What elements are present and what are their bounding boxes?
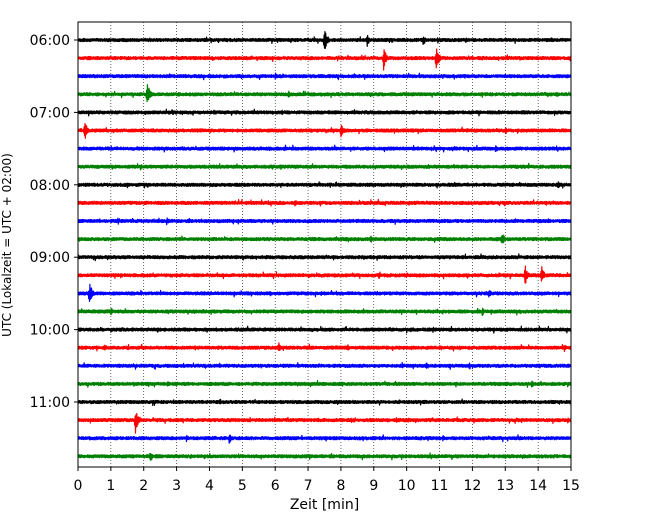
x-axis-label: Zeit [min]	[290, 497, 359, 513]
x-tick-label: 1	[106, 478, 115, 494]
x-tick-label: 15	[562, 478, 580, 494]
seismogram-trace	[77, 217, 572, 226]
x-tick-label: 14	[529, 478, 547, 494]
x-tick-label: 9	[369, 478, 378, 494]
x-tick-label: 0	[74, 478, 83, 494]
seismogram-trace	[77, 123, 572, 139]
y-tick-label: 07:00	[30, 105, 70, 121]
plot-frame	[77, 21, 572, 468]
seismogram-trace	[77, 162, 572, 171]
x-tick-label: 6	[271, 478, 280, 494]
seismogram-trace	[77, 412, 572, 434]
seismogram-trace	[77, 144, 572, 153]
seismogram-trace	[77, 342, 572, 353]
seismogram-trace	[77, 283, 572, 303]
x-tick-label: 7	[304, 478, 313, 494]
y-tick-label: 08:00	[30, 178, 70, 194]
x-tick-label: 3	[172, 478, 181, 494]
y-axis-label: UTC (Lokalzeit = UTC + 02:00)	[0, 153, 14, 337]
y-tick-label: 11:00	[30, 395, 70, 411]
y-tick-label: 06:00	[30, 33, 70, 49]
seismogram-trace	[77, 31, 572, 50]
trace-group	[77, 31, 572, 461]
seismogram-trace	[77, 234, 572, 244]
seismogram-trace	[77, 108, 572, 117]
x-tick-label: 8	[336, 478, 345, 494]
seismogram-trace	[77, 253, 572, 262]
y-axis-ticks: 06:00 07:00 08:00 09:00 10:00 11:00	[30, 33, 78, 411]
y-tick-label: 09:00	[30, 250, 70, 266]
seismogram-trace	[77, 307, 572, 317]
x-axis-ticks: 0 1 2 3 4 5 6 7 8 9 10 11 12 13 14 15	[74, 467, 580, 494]
seismogram-trace	[77, 452, 572, 461]
x-tick-label: 5	[238, 478, 247, 494]
x-tick-label: 13	[496, 478, 514, 494]
x-tick-label: 4	[205, 478, 214, 494]
seismogram-trace	[77, 398, 572, 407]
x-tick-label: 10	[398, 478, 416, 494]
seismogram-trace	[77, 48, 572, 71]
seismogram-trace	[77, 361, 572, 370]
x-tick-label: 12	[463, 478, 481, 494]
seismogram-trace	[77, 72, 572, 81]
x-tick-label: 11	[431, 478, 449, 494]
seismogram-trace	[77, 84, 572, 103]
y-tick-label: 10:00	[30, 323, 70, 339]
seismogram-trace	[77, 325, 572, 334]
seismogram-trace	[77, 434, 572, 444]
x-tick-label: 2	[139, 478, 148, 494]
seismogram-trace	[77, 198, 572, 207]
seismogram-trace	[77, 181, 572, 189]
seismogram-trace	[77, 379, 572, 388]
vertical-grid-lines	[110, 22, 539, 467]
seismogram-trace	[77, 265, 572, 284]
